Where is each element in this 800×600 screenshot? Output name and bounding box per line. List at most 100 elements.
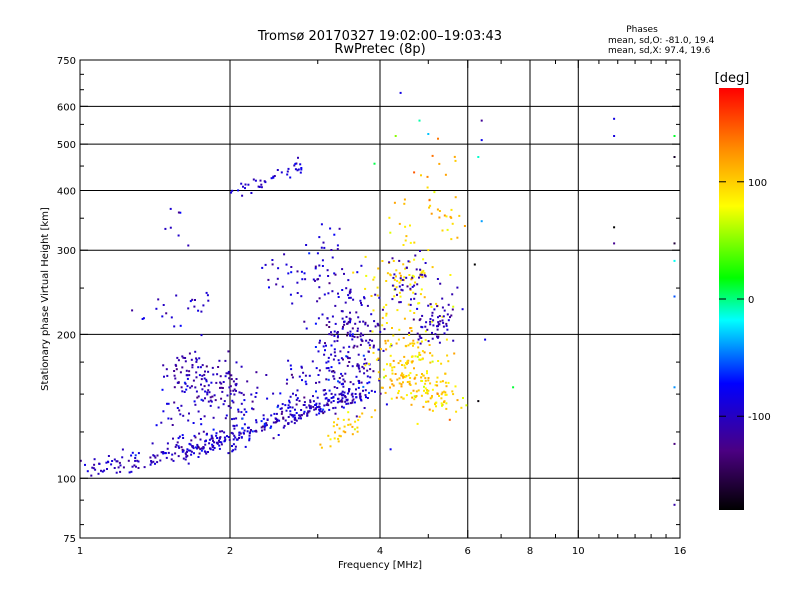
echo-point [175, 368, 178, 371]
echo-point [287, 359, 290, 362]
echo-point [441, 297, 444, 300]
echo-point [205, 378, 208, 381]
echo-point [356, 327, 359, 330]
x-tick-label: 8 [527, 546, 533, 557]
echo-point [455, 410, 458, 413]
echo-point [243, 429, 246, 432]
echo-point [397, 338, 400, 341]
x-tick-label: 6 [465, 546, 471, 557]
echo-point [208, 442, 211, 445]
echo-point [282, 417, 285, 420]
echo-point [219, 375, 222, 378]
echo-point [411, 274, 414, 277]
echo-point [287, 167, 290, 170]
echo-point [351, 335, 354, 338]
echo-point [282, 426, 285, 429]
echo-point [256, 386, 259, 389]
echo-point [419, 273, 422, 276]
echo-point [400, 279, 402, 282]
echo-point [206, 391, 209, 394]
echo-point [327, 378, 330, 381]
echo-point [200, 398, 203, 401]
echo-point [262, 414, 265, 417]
echo-point [352, 398, 355, 401]
echo-point [232, 443, 235, 446]
echo-point [188, 374, 191, 377]
echo-point [245, 410, 248, 413]
echo-point [94, 468, 97, 471]
echo-point [152, 454, 155, 457]
echo-point [409, 283, 412, 286]
echo-point [341, 400, 344, 403]
echo-point [280, 171, 283, 174]
echo-point [408, 260, 411, 263]
echo-point [214, 399, 217, 402]
echo-point [300, 366, 303, 369]
echo-point [297, 168, 300, 171]
echo-point [423, 274, 426, 277]
echo-point [84, 463, 86, 466]
echo-point [238, 434, 241, 437]
echo-point [336, 331, 339, 334]
echo-point [347, 411, 350, 414]
echo-point [223, 431, 226, 434]
echo-point [406, 381, 409, 383]
echo-point [289, 410, 292, 413]
echo-point [169, 207, 172, 210]
echo-point [359, 299, 362, 302]
echo-point [383, 376, 386, 379]
echo-point [325, 361, 328, 364]
echo-point [166, 374, 169, 377]
echo-point [337, 335, 339, 338]
echo-point [333, 233, 336, 236]
echo-point [429, 318, 432, 320]
echo-point [128, 471, 131, 474]
echo-point [409, 377, 412, 379]
echo-point [314, 346, 317, 348]
echo-point [418, 319, 421, 322]
echo-point [428, 408, 431, 411]
echo-point [420, 394, 423, 397]
echo-point [438, 162, 441, 165]
echo-point [218, 447, 221, 450]
echo-point [421, 314, 424, 317]
echo-point [238, 431, 241, 434]
echo-point [195, 390, 198, 393]
echo-point [240, 402, 243, 405]
echo-point [413, 395, 416, 398]
echo-point [390, 344, 393, 347]
chart-subtitle: RwPretec (8p) [334, 42, 425, 57]
echo-point [438, 216, 441, 219]
echo-point [223, 400, 226, 403]
echo-point [211, 443, 214, 446]
echo-point [302, 412, 305, 415]
echo-point [426, 175, 429, 178]
echo-point [330, 392, 333, 395]
echo-point [208, 391, 211, 394]
echo-point [231, 399, 234, 402]
y-tick-label: 100 [57, 474, 76, 485]
echo-point [201, 388, 204, 391]
echo-point [330, 344, 333, 347]
echo-point [173, 325, 176, 328]
echo-point [212, 448, 215, 451]
echo-point [443, 332, 446, 335]
echo-point [156, 454, 159, 457]
echo-point [361, 412, 364, 415]
echo-point [342, 325, 344, 328]
echo-point [175, 364, 178, 367]
echo-point [298, 375, 301, 378]
echo-point [211, 366, 214, 369]
echo-point [349, 402, 352, 405]
echo-point [167, 417, 170, 420]
echo-point [397, 362, 400, 365]
echo-point [272, 392, 275, 395]
echo-point [183, 381, 186, 384]
echo-point [419, 274, 422, 277]
echo-point [182, 414, 185, 417]
echo-point [328, 369, 331, 372]
echo-point [189, 449, 192, 452]
echo-point [294, 168, 297, 171]
echo-point [330, 397, 333, 399]
plot-grid [80, 60, 680, 538]
